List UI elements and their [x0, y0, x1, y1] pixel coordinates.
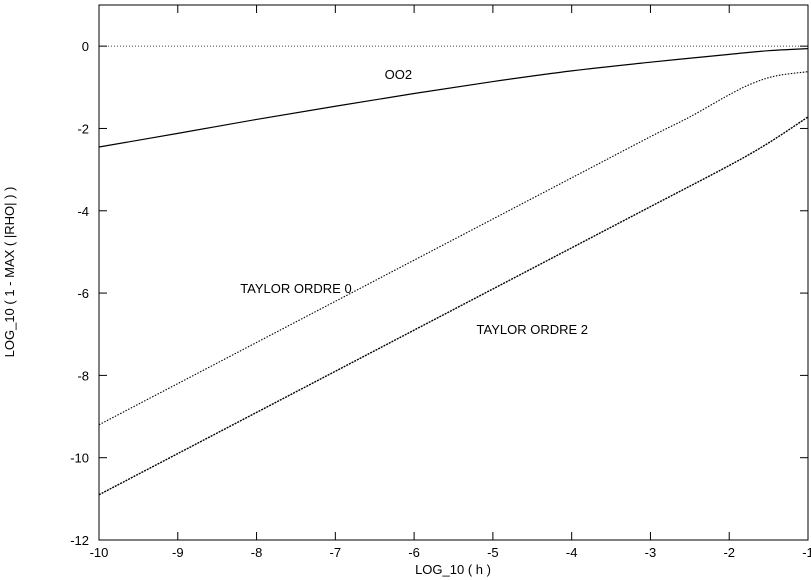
x-tick-label: -6: [408, 545, 420, 560]
y-axis-title: LOG_10 ( 1 - MAX ( |RHO| ) ): [2, 187, 17, 358]
series-taylor-ordre-0-line: [98, 71, 809, 426]
annotation-taylor-ordre-0: TAYLOR ORDRE 0: [240, 281, 351, 296]
x-tick-label: -4: [566, 545, 578, 560]
x-tick-label: -1: [802, 545, 811, 560]
y-tick-label: -2: [77, 121, 89, 136]
x-tick-label: -10: [90, 545, 109, 560]
x-tick-label: -8: [251, 545, 263, 560]
y-tick-label: -10: [70, 451, 89, 466]
y-tick-label: -12: [70, 533, 89, 548]
annotation-taylor-ordre-2: TAYLOR ORDRE 2: [477, 322, 588, 337]
plot-frame: [98, 4, 809, 541]
y-tick-label: 0: [82, 39, 89, 54]
y-tick-label: -6: [77, 286, 89, 301]
series-taylor-ordre-2-line: [98, 116, 809, 496]
annotation-oo2: OO2: [385, 67, 412, 82]
x-tick-label: -7: [330, 545, 342, 560]
x-tick-label: -5: [487, 545, 499, 560]
series-oo2-line: [98, 48, 809, 148]
x-tick-label: -3: [645, 545, 657, 560]
y-tick-label: -4: [77, 204, 89, 219]
y-tick-label: -8: [77, 368, 89, 383]
x-axis-title: LOG_10 ( h ): [415, 562, 491, 577]
x-tick-label: -2: [723, 545, 735, 560]
x-tick-label: -9: [172, 545, 184, 560]
